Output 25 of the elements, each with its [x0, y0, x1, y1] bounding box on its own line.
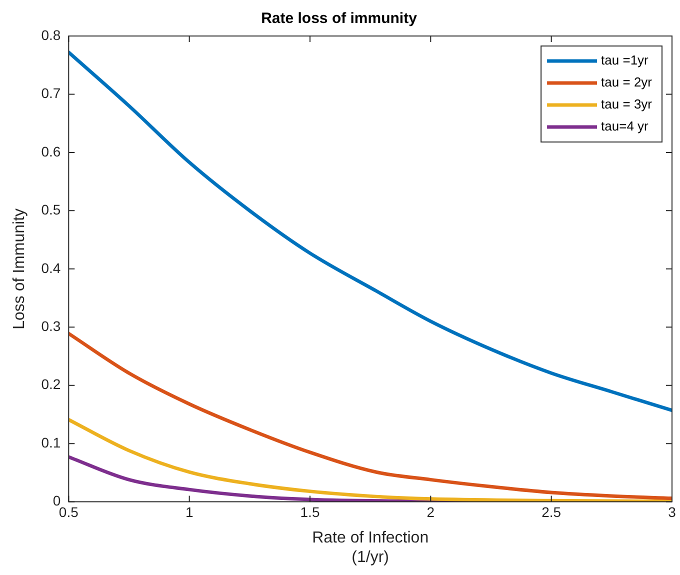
- y-tick-label: 0.7: [41, 85, 61, 102]
- y-tick-label: 0.8: [41, 26, 61, 43]
- y-tick-label: 0: [52, 492, 61, 509]
- x-tick-label: 3: [668, 504, 676, 520]
- y-tick-label: 0.3: [41, 318, 61, 334]
- line-series: [68, 418, 672, 502]
- line-series: [68, 50, 672, 412]
- legend-label: tau =1yr: [601, 52, 650, 68]
- legend-label: tau = 2yr: [601, 74, 653, 90]
- chart-title: Rate loss of immunity: [261, 10, 418, 28]
- x-tick-label: 1.5: [300, 504, 320, 520]
- legend-label: tau = 3yr: [601, 96, 653, 112]
- x-tick-label: 0.5: [58, 504, 79, 520]
- line-series: [68, 332, 672, 500]
- y-axis-title: Loss of Immunity: [11, 208, 28, 330]
- x-tick-label: 2: [426, 504, 435, 520]
- y-tick-label: 0.1: [41, 434, 61, 450]
- y-tick-label: 0.5: [41, 202, 61, 218]
- y-tick-label: 0.4: [41, 260, 61, 276]
- y-tick-label: 0.6: [41, 143, 61, 160]
- x-axis-title: Rate of Infection (1/yr): [312, 530, 429, 566]
- legend-label: tau=4 yr: [601, 118, 650, 134]
- x-tick-label: 2.5: [542, 504, 562, 520]
- x-tick-label: 1: [185, 504, 194, 520]
- y-tick-label: 0.2: [41, 376, 61, 392]
